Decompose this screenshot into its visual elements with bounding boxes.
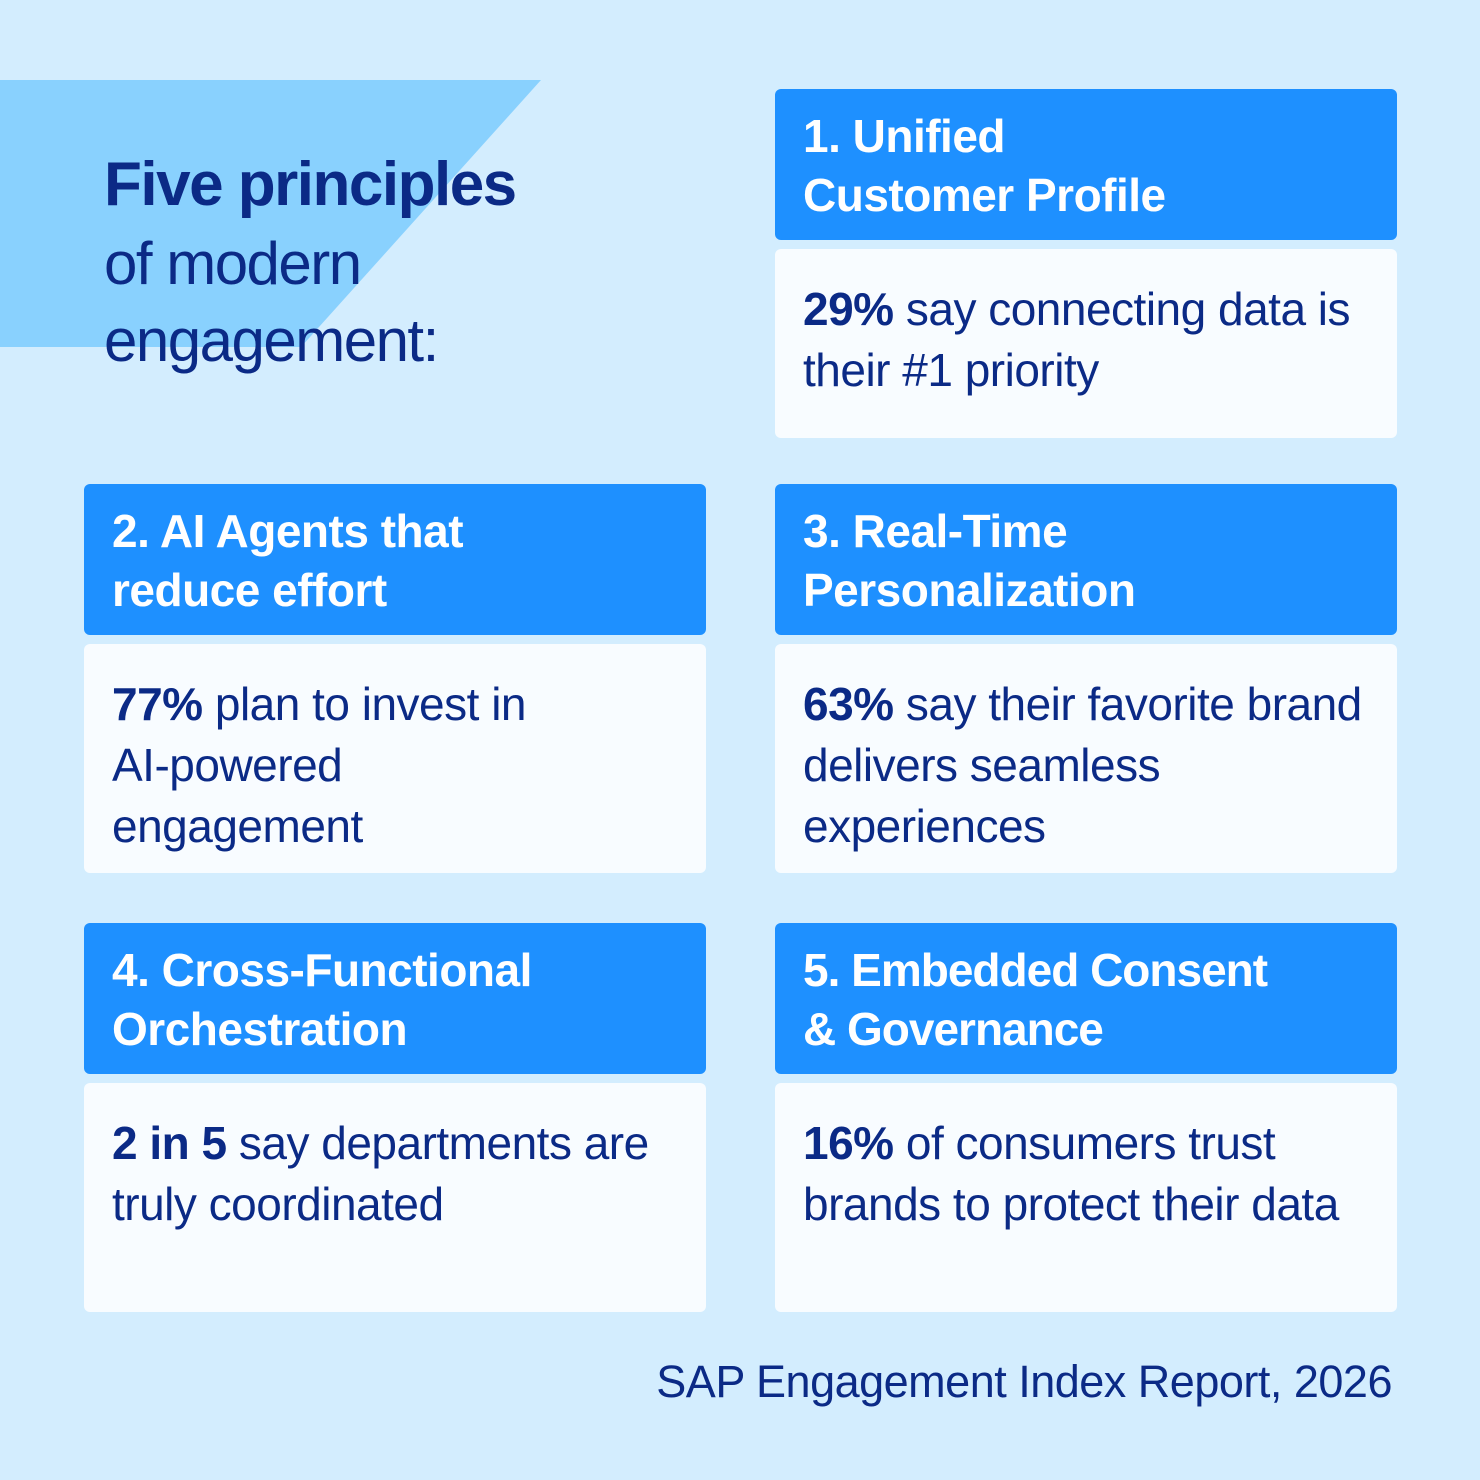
card-heading: 4. Cross-Functional Orchestration [84,923,706,1074]
heading-line: reduce effort [112,564,387,616]
stat-text: say their favorite brand delivers seamle… [803,678,1362,852]
card-body: 16% of consumers trust brands to protect… [775,1083,1397,1312]
card-body: 29% say connecting data is their #1 prio… [775,249,1397,438]
title-line2: of modern [104,230,362,297]
stat-value: 29% [803,283,894,335]
principle-card-2: 2. AI Agents that reduce effort 77% plan … [84,484,706,873]
source-footer: SAP Engagement Index Report, 2026 [656,1356,1392,1407]
heading-line: 1. Unified [803,110,1006,162]
card-body: 63% say their favorite brand delivers se… [775,644,1397,873]
principle-card-4: 4. Cross-Functional Orchestration 2 in 5 … [84,923,706,1312]
heading-line: Orchestration [112,1003,408,1055]
card-heading: 1. Unified Customer Profile [775,89,1397,240]
heading-line: 5. Embedded Consent [803,944,1268,996]
card-heading: 2. AI Agents that reduce effort [84,484,706,635]
card-heading: 3. Real-Time Personalization [775,484,1397,635]
stat-text: of consumers trust brands to protect the… [803,1117,1339,1230]
title-bold: Five principles [104,150,517,219]
principle-card-5: 5. Embedded Consent & Governance 16% of c… [775,923,1397,1312]
stat-value: 16% [803,1117,894,1169]
stat-value: 63% [803,678,894,730]
stat-text: say departments are truly coordinated [112,1117,649,1230]
page-title: Five principles of modern engagement: [104,145,517,379]
title-line3: engagement: [104,307,439,374]
principle-card-1: 1. Unified Customer Profile 29% say conne… [775,89,1397,438]
card-body: 2 in 5 say departments are truly coordin… [84,1083,706,1312]
heading-line: 4. Cross-Functional [112,944,532,996]
stat-text: plan to invest in AI-powered engagement [112,678,527,852]
card-heading: 5. Embedded Consent & Governance [775,923,1397,1074]
heading-line: Customer Profile [803,169,1166,221]
heading-line: Personalization [803,564,1136,616]
card-body: 77% plan to invest in AI-powered engagem… [84,644,706,873]
stat-value: 2 in 5 [112,1117,227,1169]
heading-line: 2. AI Agents that [112,505,464,557]
principle-card-3: 3. Real-Time Personalization 63% say thei… [775,484,1397,873]
heading-line: 3. Real-Time [803,505,1068,557]
heading-line: & Governance [803,1003,1104,1055]
stat-value: 77% [112,678,203,730]
stat-text: say connecting data is their #1 priority [803,283,1351,396]
